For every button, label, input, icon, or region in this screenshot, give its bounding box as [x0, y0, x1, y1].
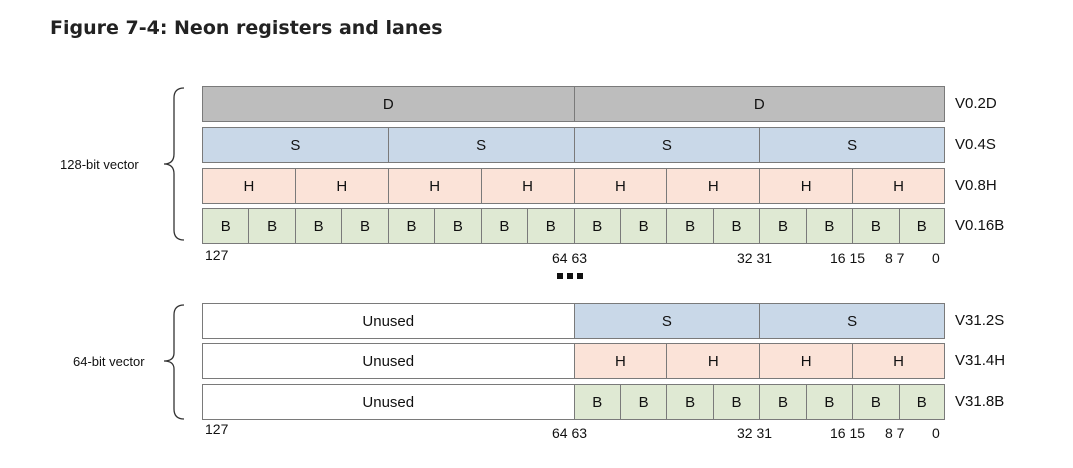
lane-s: S: [387, 127, 575, 163]
bit-tick: 8 7: [885, 425, 905, 441]
brace-64: [163, 304, 185, 420]
lane-b: B: [898, 208, 945, 244]
register-name: V31.4H: [955, 352, 1006, 369]
bit-tick: 64 63: [552, 425, 588, 441]
lane-b: B: [805, 384, 854, 420]
lane-h: H: [666, 343, 761, 379]
lane-b: B: [387, 208, 436, 244]
register-name: V0.16B: [955, 217, 1005, 234]
lane-b: B: [527, 208, 575, 244]
lane-b: B: [852, 208, 900, 244]
lane-h: H: [294, 168, 389, 204]
bit-tick: 127: [205, 421, 229, 437]
bit-tick: 0: [932, 250, 940, 266]
register-row: Unused H H H H: [202, 343, 945, 379]
lane-b: B: [712, 384, 761, 420]
register-name: V0.2D: [955, 95, 997, 112]
register-name: V31.2S: [955, 312, 1005, 329]
register-row: Unused S S: [202, 303, 945, 339]
lane-s: S: [759, 303, 945, 339]
lane-b: B: [805, 208, 854, 244]
lane-b: B: [573, 208, 621, 244]
lane-b: B: [294, 208, 343, 244]
bit-tick: 32 31: [737, 250, 773, 266]
lane-h: H: [666, 168, 761, 204]
group-label-64: 64-bit vector: [73, 354, 145, 369]
lane-s: S: [573, 303, 761, 339]
lane-b: B: [573, 384, 621, 420]
register-name: V31.8B: [955, 393, 1005, 410]
lane-s: S: [759, 127, 945, 163]
bit-tick: 127: [205, 247, 229, 263]
lane-b: B: [248, 208, 296, 244]
lane-b: B: [434, 208, 482, 244]
lane-b: B: [759, 208, 807, 244]
lane-h: H: [480, 168, 575, 204]
lane-h: H: [573, 168, 668, 204]
group-label-128: 128-bit vector: [60, 157, 139, 172]
lane-h: H: [573, 343, 668, 379]
lane-h: H: [202, 168, 296, 204]
bit-tick: 8 7: [885, 250, 905, 266]
figure-title: Figure 7-4: Neon registers and lanes: [50, 17, 443, 39]
bit-tick: 16 15: [830, 425, 866, 441]
register-name: V0.8H: [955, 177, 997, 194]
ellipsis-icon: [557, 273, 583, 279]
lane-s: S: [202, 127, 389, 163]
lane-s: S: [573, 127, 761, 163]
lane-h: H: [852, 343, 945, 379]
lane-b: B: [619, 384, 668, 420]
lane-b: B: [480, 208, 529, 244]
lane-h: H: [852, 168, 945, 204]
lane-b: B: [852, 384, 900, 420]
unused-lane: Unused: [202, 303, 575, 339]
lane-b: B: [341, 208, 389, 244]
lane-d: D: [202, 86, 575, 122]
lane-b: B: [666, 208, 714, 244]
bit-tick: 0: [932, 425, 940, 441]
lane-d: D: [573, 86, 945, 122]
bit-tick: 32 31: [737, 425, 773, 441]
lane-b: B: [759, 384, 807, 420]
register-name: V0.4S: [955, 136, 996, 153]
unused-lane: Unused: [202, 343, 575, 379]
lane-b: B: [712, 208, 761, 244]
register-row: Unused B B B B B B B B: [202, 384, 945, 420]
lane-b: B: [898, 384, 945, 420]
lane-b: B: [202, 208, 250, 244]
brace-128: [163, 87, 185, 241]
bit-tick: 16 15: [830, 250, 866, 266]
lane-h: H: [387, 168, 482, 204]
lane-b: B: [619, 208, 668, 244]
lane-b: B: [666, 384, 714, 420]
lane-h: H: [759, 168, 854, 204]
bit-tick: 64 63: [552, 250, 588, 266]
unused-lane: Unused: [202, 384, 575, 420]
lane-h: H: [759, 343, 854, 379]
